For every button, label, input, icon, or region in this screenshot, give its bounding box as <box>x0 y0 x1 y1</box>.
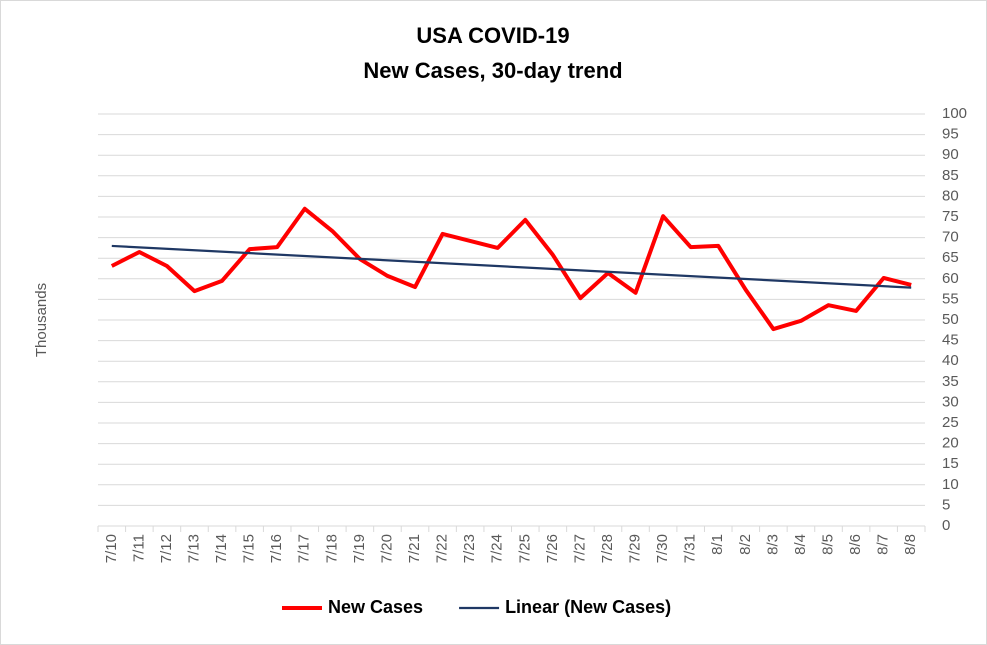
y-tick-label: 80 <box>942 187 959 204</box>
x-tick-label: 7/30 <box>654 534 671 563</box>
x-tick-label: 7/12 <box>158 534 175 563</box>
x-tick-label: 7/14 <box>213 534 230 563</box>
y-tick-label: 10 <box>942 476 959 493</box>
chart-subtitle: New Cases, 30-day trend <box>363 58 622 83</box>
x-tick-label: 7/17 <box>296 534 313 563</box>
x-tick-label: 7/10 <box>103 534 120 563</box>
x-tick-label: 7/23 <box>461 534 478 563</box>
x-tick-label: 7/31 <box>682 534 699 563</box>
x-tick-label: 8/3 <box>764 534 781 555</box>
y-tick-label: 35 <box>942 373 959 390</box>
y-tick-label: 15 <box>942 455 959 472</box>
y-tick-label: 85 <box>942 167 959 184</box>
y-tick-label: 20 <box>942 435 959 452</box>
x-tick-label: 7/22 <box>434 534 451 563</box>
x-tick-label: 8/7 <box>875 534 892 555</box>
x-tick-label: 8/6 <box>847 534 864 555</box>
y-tick-label: 95 <box>942 126 959 143</box>
x-tick-label: 7/11 <box>130 534 147 562</box>
y-tick-label: 0 <box>942 517 950 534</box>
x-tick-label: 8/1 <box>709 534 726 555</box>
y-tick-label: 90 <box>942 146 959 163</box>
x-tick-label: 7/19 <box>351 534 368 563</box>
y-tick-label: 25 <box>942 414 959 431</box>
x-tick-label: 8/2 <box>737 534 754 555</box>
y-tick-label: 60 <box>942 270 959 287</box>
legend-label: New Cases <box>328 597 423 617</box>
x-tick-label: 7/25 <box>516 534 533 563</box>
x-tick-label: 7/28 <box>599 534 616 563</box>
x-tick-label: 8/5 <box>819 534 836 555</box>
x-tick-label: 8/8 <box>902 534 919 555</box>
line-series <box>110 206 912 332</box>
y-tick-label: 45 <box>942 332 959 349</box>
x-tick-label: 7/20 <box>378 534 395 563</box>
y-tick-label: 55 <box>942 290 959 307</box>
y-tick-label: 40 <box>942 352 959 369</box>
y-tick-label: 5 <box>942 496 950 513</box>
trendline <box>111 244 912 289</box>
y-tick-label: 65 <box>942 249 959 266</box>
x-tick-label: 7/29 <box>627 534 644 563</box>
x-tick-label: 7/15 <box>241 534 258 563</box>
y-tick-label: 100 <box>942 105 967 122</box>
x-tick-label: 7/24 <box>489 534 506 563</box>
x-tick-label: 7/27 <box>571 534 588 563</box>
y-tick-label: 30 <box>942 393 959 410</box>
x-tick-label: 7/18 <box>323 534 340 563</box>
y-axis-label: Thousands <box>33 283 50 357</box>
y-tick-label: 70 <box>942 229 959 246</box>
y-tick-label: 75 <box>942 208 959 225</box>
chart-title: USA COVID-19 <box>416 23 569 48</box>
x-tick-label: 7/16 <box>268 534 285 563</box>
x-tick-label: 7/26 <box>544 534 561 563</box>
legend-label: Linear (New Cases) <box>505 597 671 617</box>
x-tick-label: 7/21 <box>406 534 423 563</box>
y-tick-label: 50 <box>942 311 959 328</box>
x-tick-label: 7/13 <box>185 534 202 563</box>
x-tick-label: 8/4 <box>792 534 809 555</box>
